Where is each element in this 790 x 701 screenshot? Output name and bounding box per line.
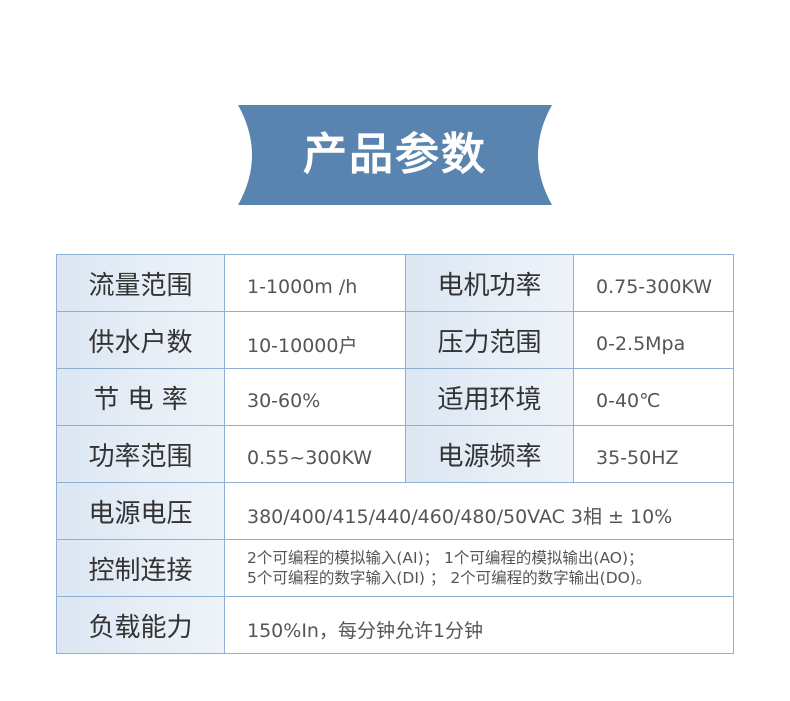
title-banner: 产品参数 <box>238 105 552 205</box>
param-value: 1-1000m /h <box>225 255 406 312</box>
banner-shape <box>238 105 552 205</box>
param-label: 电机功率 <box>406 255 574 312</box>
page-title: 产品参数 <box>303 129 487 180</box>
param-value: 150%In，每分钟允许1分钟 <box>225 597 734 654</box>
param-value: 2个可编程的模拟输入(AI)； 1个可编程的模拟输出(AO)； 5个可编程的数字输… <box>225 540 734 597</box>
param-value: 0.75-300KW <box>574 255 734 312</box>
param-label: 功率范围 <box>57 426 225 483</box>
param-label: 电源电压 <box>57 483 225 540</box>
param-value: 0-2.5Mpa <box>574 312 734 369</box>
param-label: 适用环境 <box>406 369 574 426</box>
param-value-line: 150%In，每分钟允许1分钟 <box>247 619 484 642</box>
param-label: 电源频率 <box>406 426 574 483</box>
param-value: 0.55~300KW <box>225 426 406 483</box>
param-value: 380/400/415/440/460/480/50VAC 3相 ± 10% <box>225 483 734 540</box>
param-value-line: 2个可编程的模拟输入(AI)； 1个可编程的模拟输出(AO)； <box>247 549 644 567</box>
param-label: 控制连接 <box>57 540 225 597</box>
param-value: 0-40℃ <box>574 369 734 426</box>
param-value: 10-10000户 <box>225 312 406 369</box>
param-label: 供水户数 <box>57 312 225 369</box>
parameters-table: 流量范围 1-1000m /h 电机功率 0.75-300KW 供水户数 10-10000… <box>56 254 734 654</box>
param-value: 30-60% <box>225 369 406 426</box>
param-label: 节 电 率 <box>57 369 225 426</box>
param-label: 流量范围 <box>57 255 225 312</box>
param-label: 压力范围 <box>406 312 574 369</box>
param-value-line: 380/400/415/440/460/480/50VAC 3相 ± 10% <box>247 505 673 528</box>
param-label: 负载能力 <box>57 597 225 654</box>
param-value-line: 5个可编程的数字输入(DI) ； 2个可编程的数字输出(DO)。 <box>247 569 652 587</box>
param-value: 35-50HZ <box>574 426 734 483</box>
